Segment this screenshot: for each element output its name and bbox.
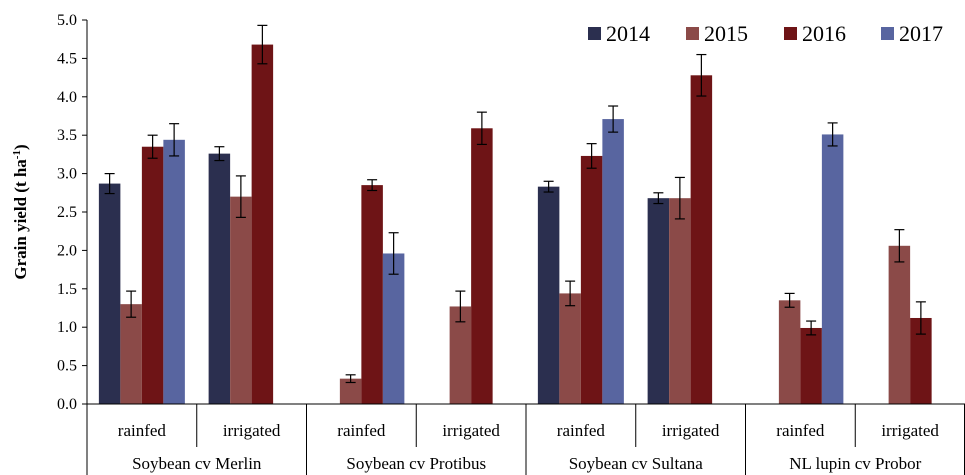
category-label: rainfed xyxy=(776,421,825,440)
legend-label-2014: 2014 xyxy=(606,21,650,46)
category-label: rainfed xyxy=(337,421,386,440)
axes-layer: 0.0 0.5 1.0 1.5 2.0 2.5 3.0 3.5 4.0 4.5 5.0 rainfed… xyxy=(57,12,965,475)
category-label: irrigated xyxy=(662,421,720,440)
bar-2017 xyxy=(821,134,844,404)
bar-2016 xyxy=(141,146,164,404)
y-axis-label-text: Grain yield (t ha xyxy=(11,159,30,280)
bar-2015 xyxy=(888,245,911,404)
y-tick-label: 3.0 xyxy=(57,166,77,183)
bar-2015 xyxy=(339,378,362,404)
category-label: irrigated xyxy=(442,421,500,440)
bar-2016 xyxy=(690,75,713,405)
group-label: Soybean cv Merlin xyxy=(132,454,262,473)
bar-2015 xyxy=(449,306,472,404)
bar-2016 xyxy=(251,44,274,405)
bar-2015 xyxy=(559,293,581,404)
category-label: rainfed xyxy=(557,421,606,440)
legend-swatch-2016 xyxy=(784,27,797,40)
legend-swatch-2015 xyxy=(686,27,699,40)
bar-2017 xyxy=(382,253,405,404)
legend-swatch-2017 xyxy=(881,27,894,40)
legend-swatch-2014 xyxy=(588,27,601,40)
bar-2015 xyxy=(669,198,691,404)
category-label: rainfed xyxy=(118,421,167,440)
y-tick-label: 2.5 xyxy=(57,204,77,221)
category-label: irrigated xyxy=(881,421,939,440)
y-tick-label: 4.5 xyxy=(57,50,77,67)
group-label: Soybean cv Protibus xyxy=(346,454,486,473)
group-label: Soybean cv Sultana xyxy=(569,454,704,473)
category-label: irrigated xyxy=(223,421,281,440)
bar-2017 xyxy=(163,139,185,405)
bar-2017 xyxy=(602,119,624,405)
y-axis-label: Grain yield (t ha-1) xyxy=(11,144,30,279)
bar-2014 xyxy=(537,186,560,404)
bar-2016 xyxy=(361,185,383,404)
y-axis-label-sup: -1 xyxy=(11,150,23,159)
bar-2014 xyxy=(98,183,121,404)
bar-2014 xyxy=(208,153,231,404)
bar-2014 xyxy=(647,198,670,404)
y-tick-label: 1.5 xyxy=(57,281,77,298)
legend-label-2017: 2017 xyxy=(899,21,943,46)
y-tick-label: 0.5 xyxy=(57,358,77,375)
bar-2015 xyxy=(230,196,252,404)
y-tick-label: 5.0 xyxy=(57,12,77,29)
bars-layer xyxy=(98,24,932,405)
bar-2015 xyxy=(778,300,801,404)
bar-2016 xyxy=(580,155,603,404)
y-tick-label: 1.0 xyxy=(57,319,77,336)
y-tick-label: 0.0 xyxy=(57,396,77,413)
legend-label-2016: 2016 xyxy=(802,21,846,46)
y-tick-label: 2.0 xyxy=(57,242,77,259)
bar-2016 xyxy=(471,128,493,404)
bar-2016 xyxy=(910,317,932,404)
y-tick-label: 3.5 xyxy=(57,127,77,144)
bar-2016 xyxy=(800,327,822,404)
group-label: NL lupin cv Probor xyxy=(789,454,921,473)
y-tick-label: 4.0 xyxy=(57,89,77,106)
bar-2015 xyxy=(120,304,142,404)
legend: 2014 2015 2016 2017 xyxy=(588,21,943,46)
legend-label-2015: 2015 xyxy=(704,21,748,46)
y-axis-label-close: ) xyxy=(11,144,30,150)
